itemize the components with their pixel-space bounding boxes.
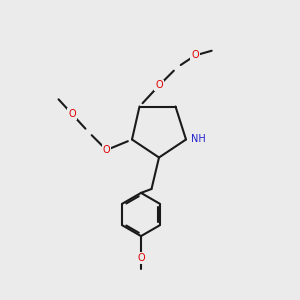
Text: O: O: [137, 253, 145, 263]
Text: O: O: [103, 145, 110, 155]
Text: O: O: [155, 80, 163, 91]
Text: NH: NH: [191, 134, 206, 145]
Text: O: O: [191, 50, 199, 61]
Text: O: O: [68, 109, 76, 119]
